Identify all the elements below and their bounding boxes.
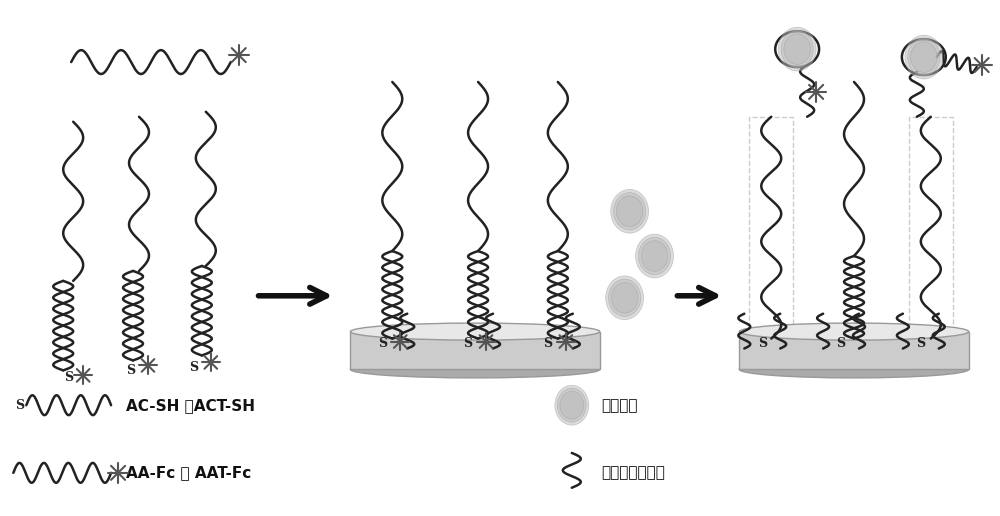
Ellipse shape <box>616 196 643 227</box>
Text: AC-SH 或ACT-SH: AC-SH 或ACT-SH <box>126 398 255 413</box>
Text: S: S <box>378 337 387 350</box>
Text: S: S <box>836 337 846 350</box>
Ellipse shape <box>350 361 600 378</box>
Ellipse shape <box>557 389 586 422</box>
Ellipse shape <box>778 27 816 71</box>
Text: S: S <box>543 337 552 350</box>
Ellipse shape <box>784 34 810 64</box>
Ellipse shape <box>614 192 646 230</box>
Text: S: S <box>126 364 136 377</box>
Ellipse shape <box>641 240 668 271</box>
Text: S: S <box>464 337 473 350</box>
Bar <box>909 117 953 338</box>
Text: S: S <box>64 371 73 384</box>
Ellipse shape <box>611 282 638 313</box>
Ellipse shape <box>781 30 813 68</box>
Ellipse shape <box>606 276 644 320</box>
Ellipse shape <box>636 234 674 278</box>
Ellipse shape <box>350 323 600 340</box>
Ellipse shape <box>560 391 584 419</box>
Ellipse shape <box>638 237 671 275</box>
Ellipse shape <box>611 189 649 233</box>
Bar <box>739 332 969 369</box>
Ellipse shape <box>555 385 589 425</box>
Text: S: S <box>916 337 925 350</box>
Bar <box>749 117 793 338</box>
Text: S: S <box>758 337 767 350</box>
Ellipse shape <box>905 35 943 79</box>
Bar <box>350 332 600 369</box>
Text: AA-Fc 或 AAT-Fc: AA-Fc 或 AAT-Fc <box>126 465 251 480</box>
Ellipse shape <box>911 42 937 72</box>
Text: S: S <box>15 399 24 412</box>
Ellipse shape <box>739 323 969 340</box>
Text: 氨苄西林: 氨苄西林 <box>602 398 638 413</box>
Ellipse shape <box>609 279 641 316</box>
Ellipse shape <box>908 39 940 76</box>
Ellipse shape <box>739 361 969 378</box>
Text: 各种自组装分子: 各种自组装分子 <box>602 465 666 480</box>
Text: S: S <box>189 361 198 374</box>
